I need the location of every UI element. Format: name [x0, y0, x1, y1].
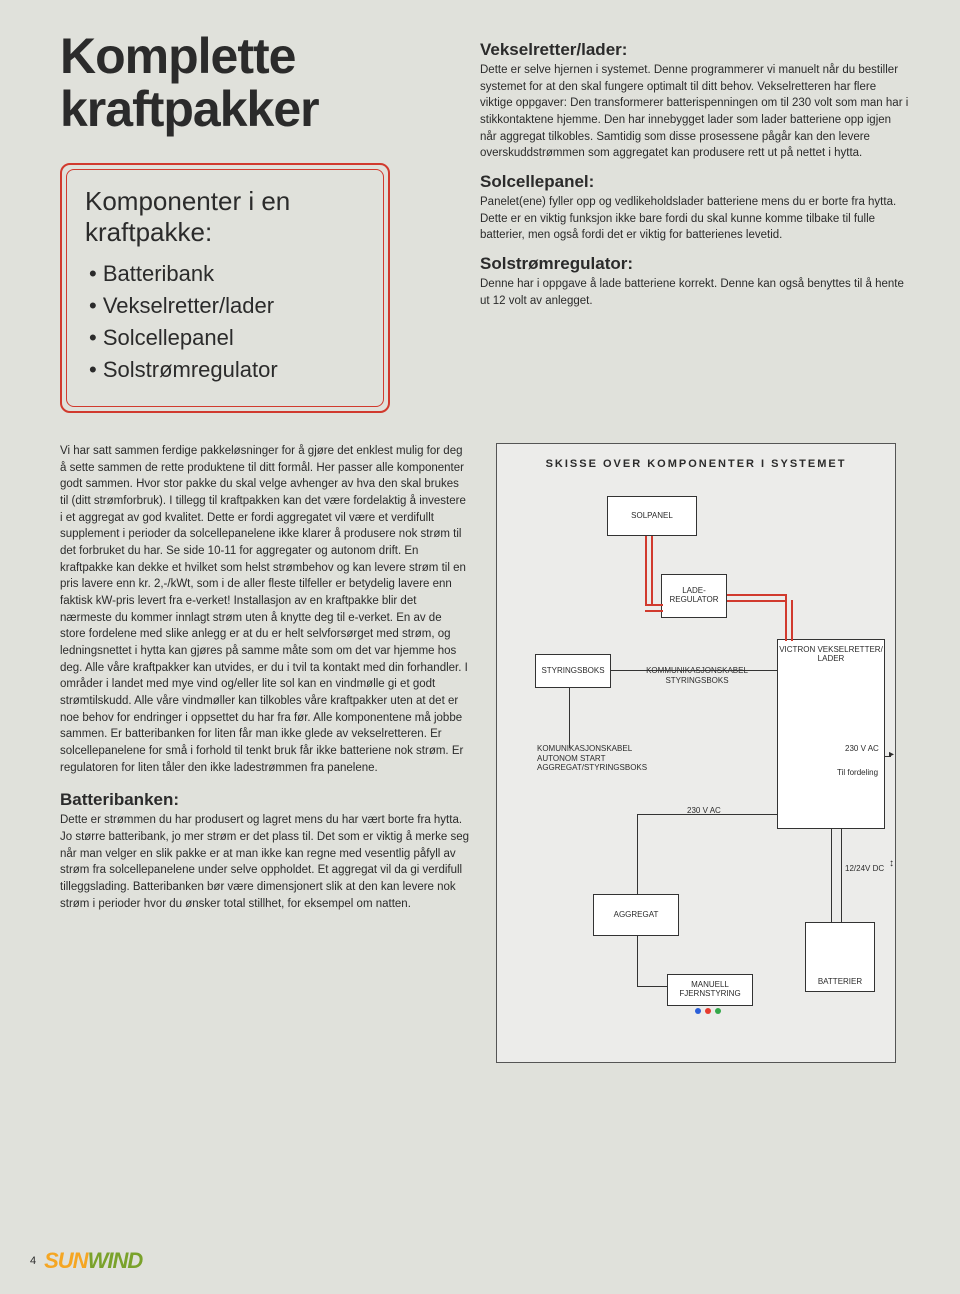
diagram-title: SKISSE OVER KOMPONENTER I SYSTEMET: [507, 458, 885, 470]
page-footer: 4 SUNWIND: [30, 1248, 142, 1274]
section-body: Denne har i oppgave å lade batteriene ko…: [480, 276, 910, 309]
diagram-box-laderegulator: LADE- REGULATOR: [661, 574, 727, 618]
connector: [785, 594, 787, 641]
diagram-label-komauto: KOMUNIKASJONSKABEL AUTONOM START AGGREGA…: [537, 744, 667, 773]
section-heading: Batteribanken:: [60, 790, 470, 810]
diagram-box-victron: VICTRON VEKSELRETTER/ LADER: [777, 639, 885, 829]
diagram-box-aggregat: AGGREGAT: [593, 894, 679, 936]
system-diagram: SKISSE OVER KOMPONENTER I SYSTEMET SOLPA…: [496, 443, 896, 1063]
section-body: Dette er selve hjernen i systemet. Denne…: [480, 62, 910, 162]
section-body: Dette er strømmen du har produsert og la…: [60, 812, 470, 912]
connector: [637, 814, 638, 894]
section-heading: Solcellepanel:: [480, 172, 910, 192]
component-list: Batteribank Vekselretter/lader Solcellep…: [85, 258, 365, 386]
list-item: Solcellepanel: [89, 322, 365, 354]
diagram-label-fordeling: Til fordeling: [837, 768, 878, 778]
diagram-label-230ac2: 230 V AC: [845, 744, 879, 754]
connector: [637, 936, 638, 986]
connector: [611, 670, 777, 671]
page-number: 4: [30, 1255, 36, 1267]
connector: [841, 829, 842, 922]
dot-icon: [695, 1008, 701, 1014]
list-item: Solstrømregulator: [89, 354, 365, 386]
list-item: Vekselretter/lader: [89, 290, 365, 322]
connector: [569, 688, 570, 748]
logo-sun: SUN: [44, 1248, 87, 1273]
diagram-label-1224dc: 12/24V DC: [845, 864, 884, 874]
sunwind-logo: SUNWIND: [44, 1248, 142, 1274]
diagram-box-styringsboks: STYRINGSBOKS: [535, 654, 611, 688]
component-box: Komponenter i en kraftpakke: Batteribank…: [60, 163, 390, 413]
connector: [645, 604, 663, 606]
connector: [727, 600, 787, 602]
diagram-box-batterier: BATTERIER: [805, 922, 875, 992]
right-column: Vekselretter/lader: Dette er selve hjern…: [480, 30, 910, 413]
connector: [645, 536, 647, 606]
diagram-label-kommkabel: KOMMUNIKASJONSKABEL STYRINGSBOKS: [637, 666, 757, 685]
intro-paragraph: Vi har satt sammen ferdige pakkeløsninge…: [60, 443, 470, 776]
connector: [645, 610, 663, 612]
logo-wind: WIND: [88, 1248, 143, 1273]
diagram-box-manuell: MANUELL FJERNSTYRING: [667, 974, 753, 1006]
connector: [651, 536, 653, 606]
dot-icon: [715, 1008, 721, 1014]
diagram-box-solpanel: SOLPANEL: [607, 496, 697, 536]
list-item: Batteribank: [89, 258, 365, 290]
body-text-column: Vi har satt sammen ferdige pakkeløsninge…: [60, 443, 470, 1063]
component-box-heading: Komponenter i en kraftpakke:: [85, 186, 365, 248]
connector: [637, 986, 667, 987]
title-column: Komplette kraftpakker Komponenter i en k…: [60, 30, 450, 413]
arrow-icon: ↕: [889, 859, 894, 869]
bottom-row: Vi har satt sammen ferdige pakkeløsninge…: [60, 443, 910, 1063]
connector: [791, 600, 793, 641]
arrow-icon: ▸: [889, 750, 894, 760]
connector: [727, 594, 787, 596]
page-content: Komplette kraftpakker Komponenter i en k…: [60, 30, 910, 1063]
dot-icon: [705, 1008, 711, 1014]
top-row: Komplette kraftpakker Komponenter i en k…: [60, 30, 910, 413]
component-box-inner: Komponenter i en kraftpakke: Batteribank…: [66, 169, 384, 407]
connector: [831, 829, 832, 922]
section-body: Panelet(ene) fyller opp og vedlikeholdsl…: [480, 194, 910, 244]
main-title: Komplette kraftpakker: [60, 30, 450, 135]
section-heading: Vekselretter/lader:: [480, 40, 910, 60]
section-heading: Solstrømregulator:: [480, 254, 910, 274]
indicator-dots: [695, 1008, 721, 1014]
connector: [637, 814, 777, 815]
